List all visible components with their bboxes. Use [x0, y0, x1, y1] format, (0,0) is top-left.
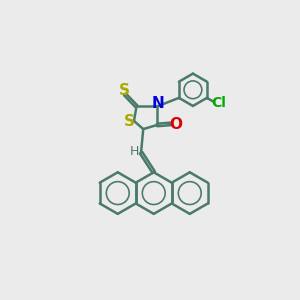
- Text: H: H: [130, 145, 139, 158]
- Text: N: N: [152, 96, 164, 111]
- Text: S: S: [124, 114, 135, 129]
- Text: S: S: [118, 83, 130, 98]
- Text: O: O: [169, 117, 182, 132]
- Text: Cl: Cl: [212, 96, 226, 110]
